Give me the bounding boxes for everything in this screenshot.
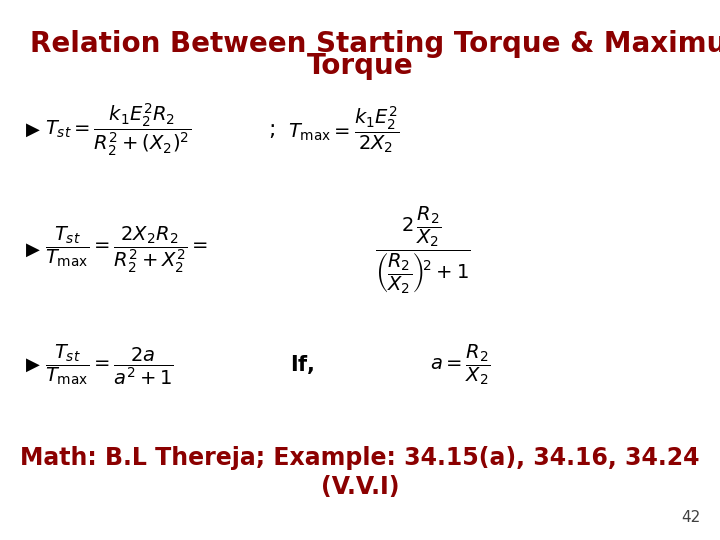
Text: $\blacktriangleright$: $\blacktriangleright$ — [22, 241, 41, 259]
Text: $a = \dfrac{R_2}{X_2}$: $a = \dfrac{R_2}{X_2}$ — [430, 343, 490, 387]
Text: $T_{st} = \dfrac{k_1 E_2^2 R_2}{R_2^2 + \left(X_2\right)^2}$: $T_{st} = \dfrac{k_1 E_2^2 R_2}{R_2^2 + … — [45, 102, 191, 158]
Text: $\dfrac{T_{st}}{T_{\max}} = \dfrac{2X_2 R_2}{R_2^2 + X_2^2} = $: $\dfrac{T_{st}}{T_{\max}} = \dfrac{2X_2 … — [45, 225, 208, 275]
Text: $;$: $;$ — [268, 120, 275, 140]
Text: 42: 42 — [680, 510, 700, 525]
Text: $\dfrac{T_{st}}{T_{\max}} = \dfrac{2a}{a^2+1}$: $\dfrac{T_{st}}{T_{\max}} = \dfrac{2a}{a… — [45, 342, 174, 387]
Text: Torque: Torque — [307, 52, 413, 80]
Text: (V.V.I): (V.V.I) — [320, 475, 400, 499]
Text: $\dfrac{2\,\dfrac{R_2}{X_2}}{\left(\dfrac{R_2}{X_2}\right)^{\!2} + 1}$: $\dfrac{2\,\dfrac{R_2}{X_2}}{\left(\dfra… — [375, 204, 470, 296]
Text: $\mathbf{If,}$: $\mathbf{If,}$ — [290, 354, 315, 376]
Text: $\blacktriangleright$: $\blacktriangleright$ — [22, 121, 41, 139]
Text: $T_{\max} = \dfrac{k_1 E_2^2}{2X_2}$: $T_{\max} = \dfrac{k_1 E_2^2}{2X_2}$ — [288, 105, 400, 156]
Text: Relation Between Starting Torque & Maximum: Relation Between Starting Torque & Maxim… — [30, 30, 720, 58]
Text: Math: B.L Thereja; Example: 34.15(a), 34.16, 34.24: Math: B.L Thereja; Example: 34.15(a), 34… — [20, 446, 700, 470]
Text: $\blacktriangleright$: $\blacktriangleright$ — [22, 356, 41, 374]
